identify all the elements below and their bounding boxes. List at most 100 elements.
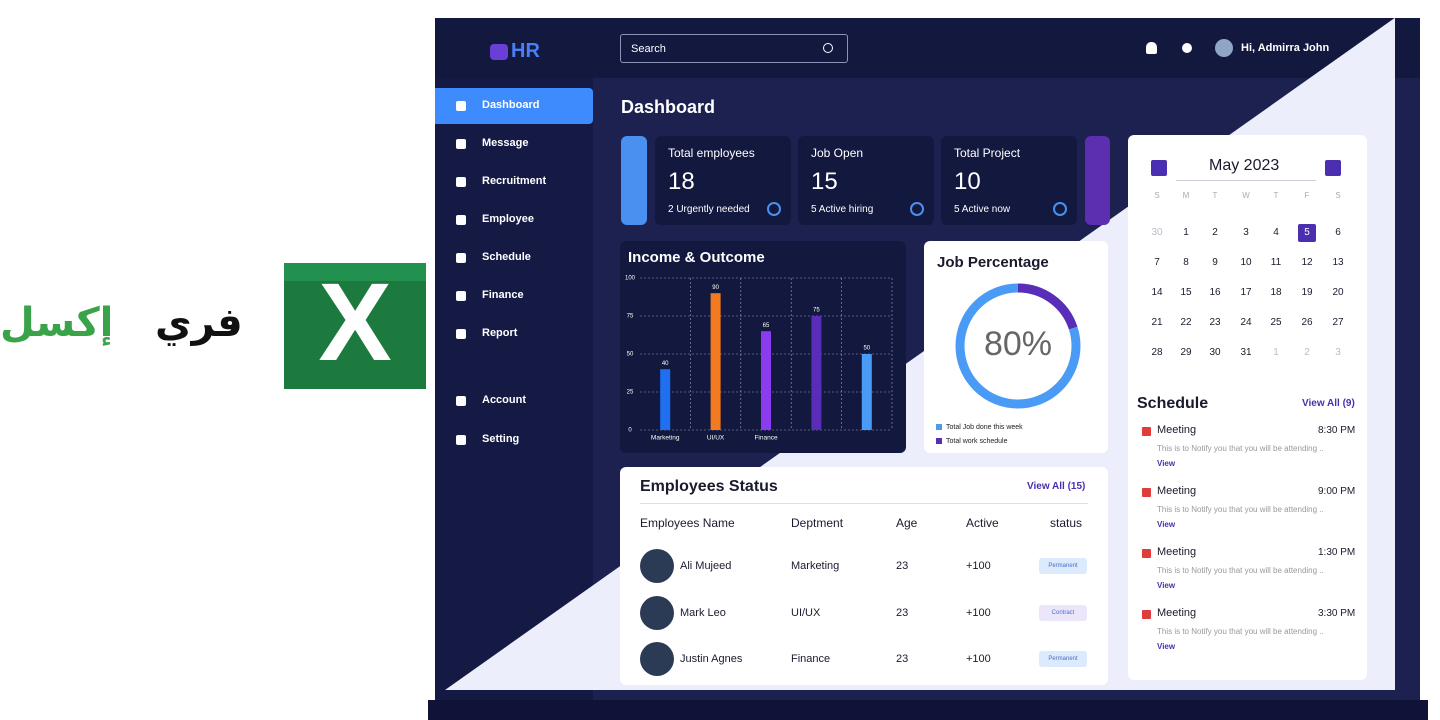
- day[interactable]: 12: [1301, 257, 1313, 268]
- checkbox: [1142, 427, 1151, 436]
- day[interactable]: 11: [1270, 257, 1282, 268]
- item-time: 3:30 PM: [1318, 608, 1356, 619]
- day[interactable]: 30: [1209, 347, 1221, 358]
- income-card: [620, 241, 906, 453]
- day[interactable]: 31: [1240, 347, 1252, 358]
- stat-badge: [910, 202, 924, 216]
- item-link[interactable]: View: [1157, 520, 1176, 529]
- page-title: Dashboard: [621, 97, 716, 117]
- cell: Justin Agnes: [680, 653, 743, 665]
- greeting[interactable]: Hi, Admirra John: [1241, 42, 1330, 54]
- cell: Finance: [791, 653, 831, 665]
- nav-item[interactable]: Recruitment: [482, 175, 547, 187]
- day[interactable]: 27: [1332, 317, 1344, 328]
- nav-item[interactable]: Account: [482, 394, 526, 406]
- item-link[interactable]: View: [1157, 581, 1176, 590]
- day[interactable]: 7: [1154, 257, 1160, 268]
- item-title: Meeting: [1157, 424, 1197, 436]
- day[interactable]: 30: [1151, 227, 1163, 238]
- day[interactable]: 18: [1270, 287, 1282, 298]
- job-card: [924, 241, 1108, 453]
- weekday: M: [1182, 191, 1190, 200]
- chart-title: Income & Outcome: [628, 249, 765, 266]
- cal-prev[interactable]: [1151, 160, 1167, 176]
- day[interactable]: 2: [1212, 227, 1218, 238]
- selected-day: [1298, 224, 1316, 242]
- item-time: 9:00 PM: [1318, 486, 1356, 497]
- day[interactable]: 25: [1270, 317, 1282, 328]
- day[interactable]: 6: [1335, 227, 1341, 238]
- header-bg: [435, 18, 1420, 78]
- nav-icon: [456, 139, 466, 149]
- theme-icon[interactable]: [1182, 43, 1192, 53]
- day[interactable]: 9: [1212, 257, 1218, 268]
- day[interactable]: 10: [1240, 257, 1252, 268]
- nav-item[interactable]: Schedule: [482, 251, 531, 263]
- weekday: F: [1304, 191, 1310, 200]
- nav-item[interactable]: Employee: [482, 213, 534, 225]
- day[interactable]: 20: [1332, 287, 1344, 298]
- cell: 23: [896, 560, 909, 572]
- day[interactable]: 22: [1180, 317, 1192, 328]
- nav-item[interactable]: Setting: [482, 433, 520, 445]
- column-header: Deptment: [791, 516, 844, 530]
- day[interactable]: 16: [1209, 287, 1221, 298]
- stat-label: Total employees: [668, 146, 755, 160]
- day[interactable]: 23: [1209, 317, 1221, 328]
- day[interactable]: 2: [1304, 347, 1310, 358]
- nav-item[interactable]: Finance: [482, 289, 524, 301]
- avatar: [1215, 39, 1233, 57]
- stat-label: Total Project: [954, 146, 1021, 160]
- item-link[interactable]: View: [1157, 642, 1176, 651]
- day[interactable]: 3: [1335, 347, 1341, 358]
- item-title: Meeting: [1157, 546, 1197, 558]
- day[interactable]: 15: [1180, 287, 1192, 298]
- search-icon: [823, 43, 833, 53]
- bell-icon[interactable]: [1146, 42, 1157, 54]
- nav-item[interactable]: Message: [482, 137, 529, 149]
- nav-icon: [456, 396, 466, 406]
- employees-view-all[interactable]: View All (15): [1027, 481, 1086, 492]
- nav-icon: [456, 177, 466, 187]
- arrow-left[interactable]: [621, 136, 647, 225]
- search-box[interactable]: Search: [620, 34, 848, 63]
- day[interactable]: 19: [1301, 287, 1313, 298]
- nav-item[interactable]: Report: [482, 327, 518, 339]
- item-time: 1:30 PM: [1318, 547, 1356, 558]
- weekday: T: [1273, 191, 1279, 200]
- column-header: status: [1050, 516, 1083, 530]
- item-link[interactable]: View: [1157, 459, 1176, 468]
- brand-word: إكسل: [0, 300, 114, 346]
- logo: HR: [511, 40, 540, 62]
- cell: +100: [966, 653, 991, 665]
- cal-next[interactable]: [1325, 160, 1341, 176]
- divider: [1176, 180, 1316, 181]
- day[interactable]: 5: [1304, 227, 1310, 238]
- day[interactable]: 14: [1151, 287, 1163, 298]
- day[interactable]: 1: [1273, 347, 1279, 358]
- frame-bottom: [428, 700, 1428, 720]
- day[interactable]: 8: [1183, 257, 1189, 268]
- day[interactable]: 4: [1273, 227, 1279, 238]
- day[interactable]: 28: [1151, 347, 1163, 358]
- nav-icon: [456, 253, 466, 263]
- day[interactable]: 24: [1240, 317, 1252, 328]
- brand-word: فري: [155, 300, 243, 346]
- day[interactable]: 13: [1332, 257, 1344, 268]
- cell: 23: [896, 653, 909, 665]
- nav-item[interactable]: Dashboard: [482, 99, 540, 111]
- day[interactable]: 3: [1243, 227, 1249, 238]
- day[interactable]: 26: [1301, 317, 1313, 328]
- day[interactable]: 21: [1151, 317, 1163, 328]
- day[interactable]: 1: [1183, 227, 1189, 238]
- schedule-view-all[interactable]: View All (9): [1302, 398, 1355, 409]
- day[interactable]: 29: [1180, 347, 1192, 358]
- arrow-right[interactable]: [1085, 136, 1110, 225]
- weekday: S: [1335, 191, 1341, 200]
- chart-title: Job Percentage: [937, 254, 1049, 271]
- nav-icon: [456, 329, 466, 339]
- nav-icon: [456, 215, 466, 225]
- day[interactable]: 17: [1240, 287, 1252, 298]
- nav-icon: [456, 291, 466, 301]
